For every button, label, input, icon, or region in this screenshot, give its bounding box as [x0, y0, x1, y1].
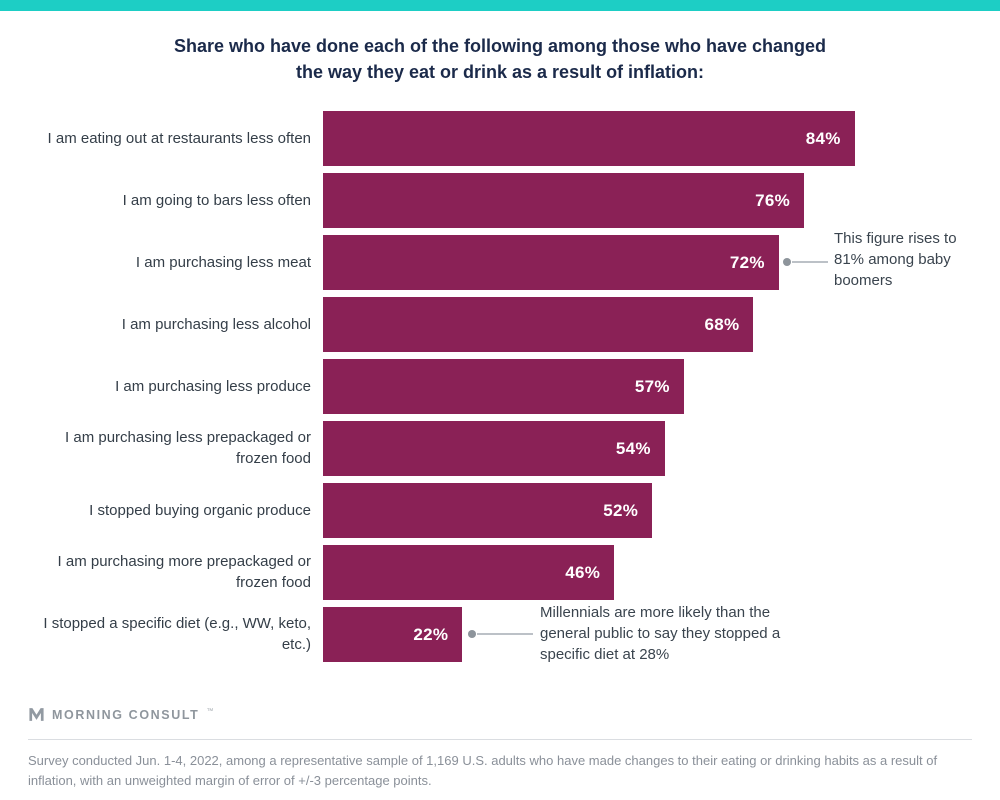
survey-footnote: Survey conducted Jun. 1-4, 2022, among a… — [28, 739, 972, 791]
category-label: I am purchasing more prepackaged or froz… — [57, 553, 311, 591]
annotation-connector — [468, 630, 533, 639]
top-accent-bar — [0, 0, 1000, 11]
category-label: I am purchasing less alcohol — [121, 315, 311, 333]
chart-row: I am purchasing less prepackaged or froz… — [28, 421, 972, 477]
value-label: 22% — [413, 624, 449, 644]
value-label: 57% — [634, 376, 670, 396]
category-label: I stopped a specific diet (e.g., WW, ket… — [43, 615, 311, 653]
chart-title: Share who have done each of the followin… — [28, 11, 972, 85]
bar-area: 46% — [323, 545, 972, 601]
morning-consult-m-icon — [29, 708, 44, 722]
value-label: 76% — [755, 190, 791, 210]
bar: 22% — [323, 607, 463, 663]
bar: 52% — [323, 483, 653, 539]
chart-row: I am eating out at restaurants less ofte… — [28, 111, 972, 167]
category-label: I am purchasing less produce — [115, 377, 311, 395]
bar: 72% — [323, 235, 779, 291]
logo-wordmark: MORNING CONSULT — [52, 707, 200, 722]
category-label: I am going to bars less often — [122, 191, 311, 209]
title-line-2: the way they eat or drink as a result of… — [295, 62, 705, 83]
bar-chart: I am eating out at restaurants less ofte… — [28, 111, 972, 663]
bar-area: 76% — [323, 173, 972, 229]
brand-logo: MORNING CONSULT ™ — [28, 706, 972, 723]
bar-area: 57% — [323, 359, 972, 415]
category-label: I stopped buying organic produce — [89, 501, 311, 519]
annotation-connector — [783, 258, 828, 267]
bar-area: 72% — [323, 235, 972, 291]
category-label: I am purchasing less prepackaged or froz… — [65, 429, 311, 467]
chart-row: I am going to bars less often 76% — [28, 173, 972, 229]
chart-row: I am purchasing less produce 57% — [28, 359, 972, 415]
value-label: 68% — [704, 314, 740, 334]
chart-row: I am purchasing more prepackaged or froz… — [28, 545, 972, 601]
chart-row: I am purchasing less meat 72% — [28, 235, 972, 291]
value-label: 84% — [805, 128, 841, 148]
chart-row: I stopped a specific diet (e.g., WW, ket… — [28, 607, 972, 663]
chart-row: I stopped buying organic produce 52% — [28, 483, 972, 539]
annotation-text: This figure rises to 81% among baby boom… — [834, 230, 957, 289]
annotation-text: Millennials are more likely than the gen… — [540, 604, 781, 663]
value-label: 72% — [729, 252, 765, 272]
bar-area: 68% — [323, 297, 972, 353]
value-label: 54% — [615, 438, 651, 458]
bar: 84% — [323, 111, 855, 167]
bar-area: 52% — [323, 483, 972, 539]
bar: 57% — [323, 359, 684, 415]
bar: 76% — [323, 173, 805, 229]
page-content: Share who have done each of the followin… — [0, 11, 1000, 791]
bar: 68% — [323, 297, 754, 353]
value-label: 46% — [565, 562, 601, 582]
bar-area: 54% — [323, 421, 972, 477]
bar-area: 22% — [323, 607, 972, 663]
trademark-mark: ™ — [206, 708, 214, 716]
title-line-1: Share who have done each of the followin… — [173, 36, 827, 56]
value-label: 52% — [603, 500, 639, 520]
category-label: I am purchasing less meat — [135, 253, 311, 271]
category-label: I am eating out at restaurants less ofte… — [47, 129, 311, 147]
bar: 46% — [323, 545, 615, 601]
bar-area: 84% — [323, 111, 972, 167]
chart-row: I am purchasing less alcohol 68% — [28, 297, 972, 353]
bar: 54% — [323, 421, 665, 477]
